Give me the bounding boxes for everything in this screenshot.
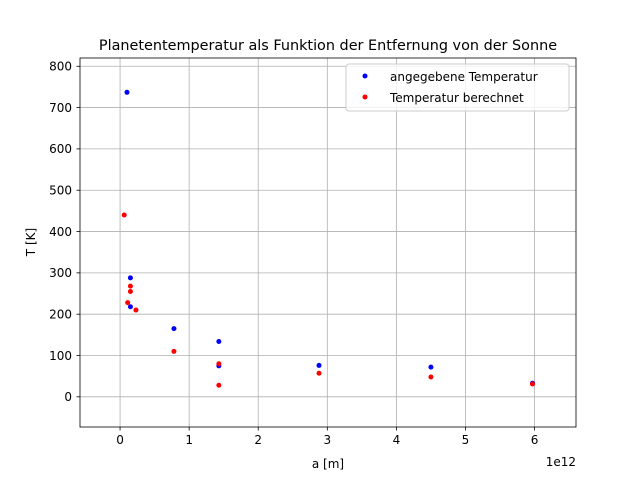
data-point-angegebene-temperatur (171, 326, 177, 332)
legend: angegebene Temperatur Temperatur berechn… (345, 63, 570, 112)
legend-marker-angegebene-temperatur (362, 73, 368, 79)
x-tick-label: 0 (116, 433, 124, 447)
legend-label-temperatur-berechnet: Temperatur berechnet (389, 91, 524, 105)
data-point-temperatur-berechnet (127, 283, 133, 289)
y-axis-label: T [K] (24, 228, 38, 257)
legend-marker-temperatur-berechnet (362, 94, 368, 100)
grid (80, 58, 576, 427)
y-tick-label: 200 (49, 307, 72, 321)
y-tick-label: 100 (49, 349, 72, 363)
data-points (121, 89, 535, 388)
data-point-angegebene-temperatur (127, 275, 133, 281)
y-tick-label: 0 (64, 390, 72, 404)
x-tick-label: 6 (531, 433, 539, 447)
data-point-angegebene-temperatur (316, 362, 322, 368)
data-point-angegebene-temperatur (216, 338, 222, 344)
data-point-angegebene-temperatur (127, 304, 133, 310)
data-point-temperatur-berechnet (316, 370, 322, 376)
data-point-temperatur-berechnet (127, 288, 133, 294)
data-point-temperatur-berechnet (428, 374, 434, 380)
legend-label-angegebene-temperatur: angegebene Temperatur (390, 70, 538, 84)
x-axis-offset-label: 1e12 (546, 455, 576, 469)
axis-ticks: 0 1 2 3 4 5 6 0 100 200 300 400 500 600 700 800 (49, 60, 538, 447)
data-point-temperatur-berechnet (529, 381, 535, 387)
x-axis-label: a [m] (312, 457, 344, 471)
x-tick-label: 4 (393, 433, 401, 447)
legend-frame (345, 63, 570, 112)
data-point-angegebene-temperatur (124, 89, 130, 95)
y-tick-label: 400 (49, 225, 72, 239)
data-point-temperatur-berechnet (133, 307, 139, 313)
y-tick-label: 800 (49, 60, 72, 74)
chart-title: Planetentemperatur als Funktion der Entf… (99, 38, 557, 54)
plot-frame (79, 57, 577, 428)
data-point-temperatur-berechnet (171, 348, 177, 354)
y-tick-label: 600 (49, 142, 72, 156)
x-tick-label: 1 (185, 433, 193, 447)
data-point-temperatur-berechnet (125, 300, 131, 306)
data-point-temperatur-berechnet (121, 212, 127, 218)
data-point-temperatur-berechnet (216, 361, 222, 367)
x-tick-label: 3 (323, 433, 331, 447)
y-tick-label: 700 (49, 101, 72, 115)
x-tick-label: 2 (254, 433, 262, 447)
data-point-angegebene-temperatur (428, 364, 434, 370)
y-tick-label: 300 (49, 266, 72, 280)
data-point-temperatur-berechnet (216, 382, 222, 388)
y-tick-label: 500 (49, 184, 72, 198)
x-tick-label: 5 (462, 433, 470, 447)
